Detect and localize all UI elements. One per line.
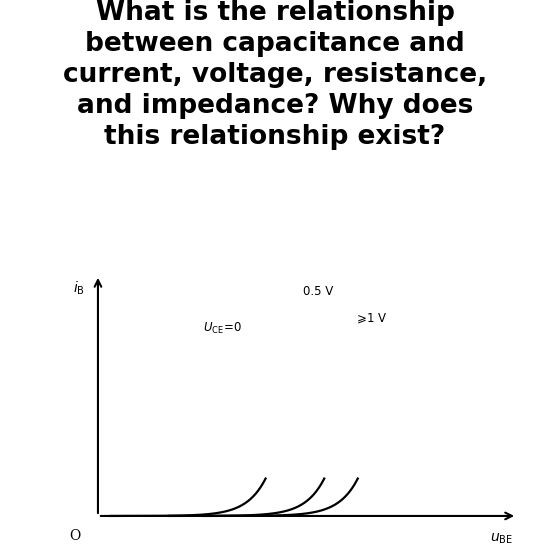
Text: $\geqslant\!$1 V: $\geqslant\!$1 V — [354, 311, 387, 326]
Text: 0.5 V: 0.5 V — [303, 285, 333, 298]
Text: O: O — [69, 529, 80, 543]
Text: $i_\mathrm{B}$: $i_\mathrm{B}$ — [73, 280, 85, 297]
Text: $u_\mathrm{BE}$: $u_\mathrm{BE}$ — [490, 532, 513, 546]
Text: $U_\mathrm{CE}\!=\!0$: $U_\mathrm{CE}\!=\!0$ — [203, 321, 242, 336]
Text: What is the relationship
between capacitance and
current, voltage, resistance,
a: What is the relationship between capacit… — [63, 0, 487, 150]
